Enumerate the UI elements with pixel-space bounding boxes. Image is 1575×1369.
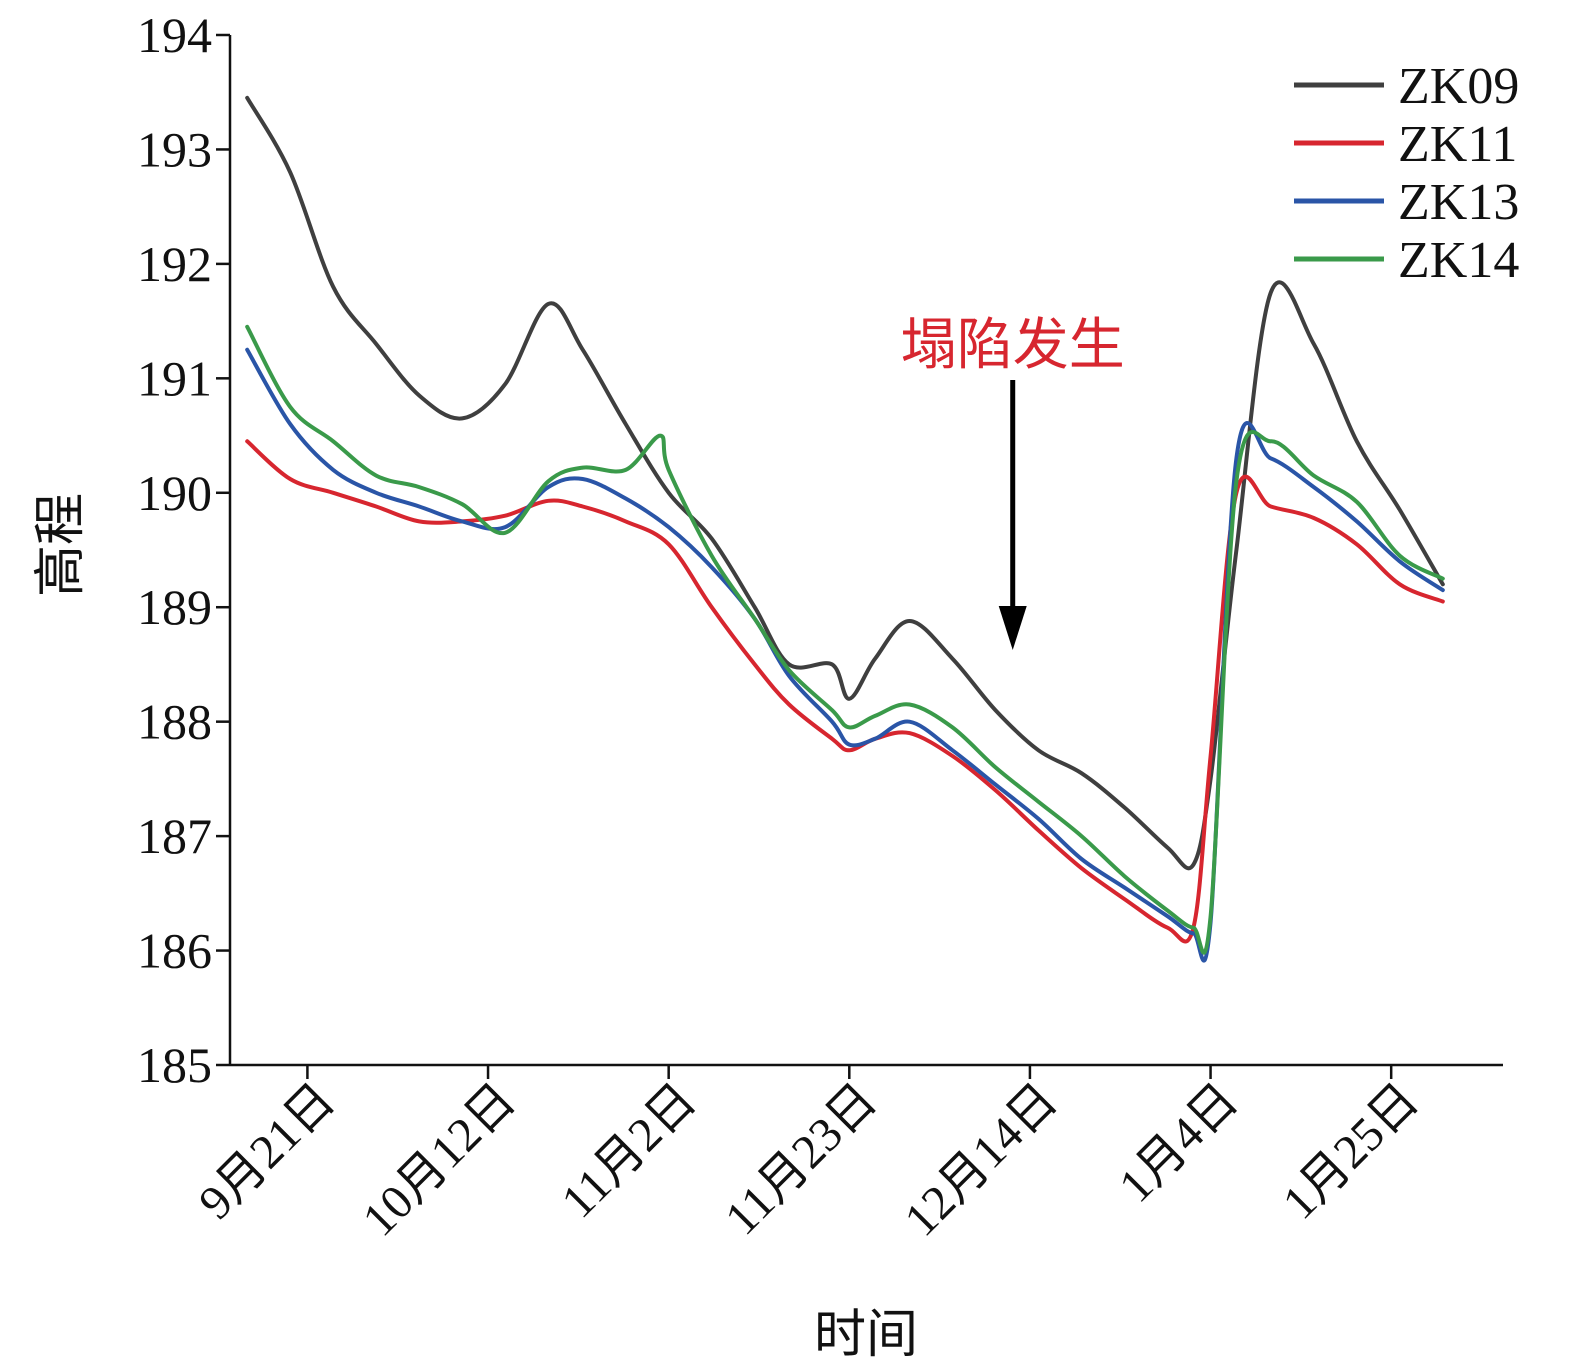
y-axis-ticks: 185 186 187 188 189 190 191 192 193 194	[137, 7, 230, 1093]
y-tick-label: 187	[137, 808, 212, 864]
x-tick-label: 10月12日	[353, 1073, 526, 1246]
y-tick-label: 194	[137, 7, 212, 63]
y-axis-title: 高程	[31, 493, 91, 597]
x-tick-label: 11月23日	[715, 1073, 887, 1245]
legend-label-zk11: ZK11	[1398, 116, 1517, 173]
series-line-zk09	[245, 95, 1445, 871]
y-tick-label: 193	[137, 121, 212, 177]
legend-label-zk09: ZK09	[1398, 58, 1519, 115]
x-tick-label: 11月2日	[551, 1073, 706, 1228]
series-line-zk13	[245, 347, 1445, 963]
x-tick-label: 1月4日	[1109, 1073, 1248, 1212]
annotation-label: 塌陷发生	[901, 313, 1125, 378]
x-tick-label: 12月14日	[894, 1073, 1067, 1246]
legend-label-zk13: ZK13	[1398, 174, 1519, 231]
y-tick-label: 186	[137, 923, 212, 979]
y-tick-label: 189	[137, 579, 212, 635]
x-tick-label: 1月25日	[1273, 1073, 1429, 1229]
series-line-zk14	[245, 324, 1445, 955]
series-lines	[245, 95, 1445, 963]
y-tick-label: 192	[137, 236, 212, 292]
x-axis-title: 时间	[814, 1305, 918, 1365]
annotation-group: 塌陷发生	[901, 313, 1125, 650]
y-tick-label: 185	[137, 1037, 212, 1093]
annotation-arrow-head	[998, 606, 1027, 650]
y-tick-label: 188	[137, 694, 212, 750]
legend-label-zk14: ZK14	[1398, 232, 1519, 289]
y-tick-label: 190	[137, 465, 212, 521]
x-axis-ticks: 9月21日 10月12日 11月2日 11月23日 12月14日 1月4日 1月25日	[189, 1065, 1429, 1247]
y-tick-label: 191	[137, 350, 212, 406]
axes	[228, 35, 1503, 1067]
x-tick-label: 9月21日	[189, 1073, 345, 1229]
